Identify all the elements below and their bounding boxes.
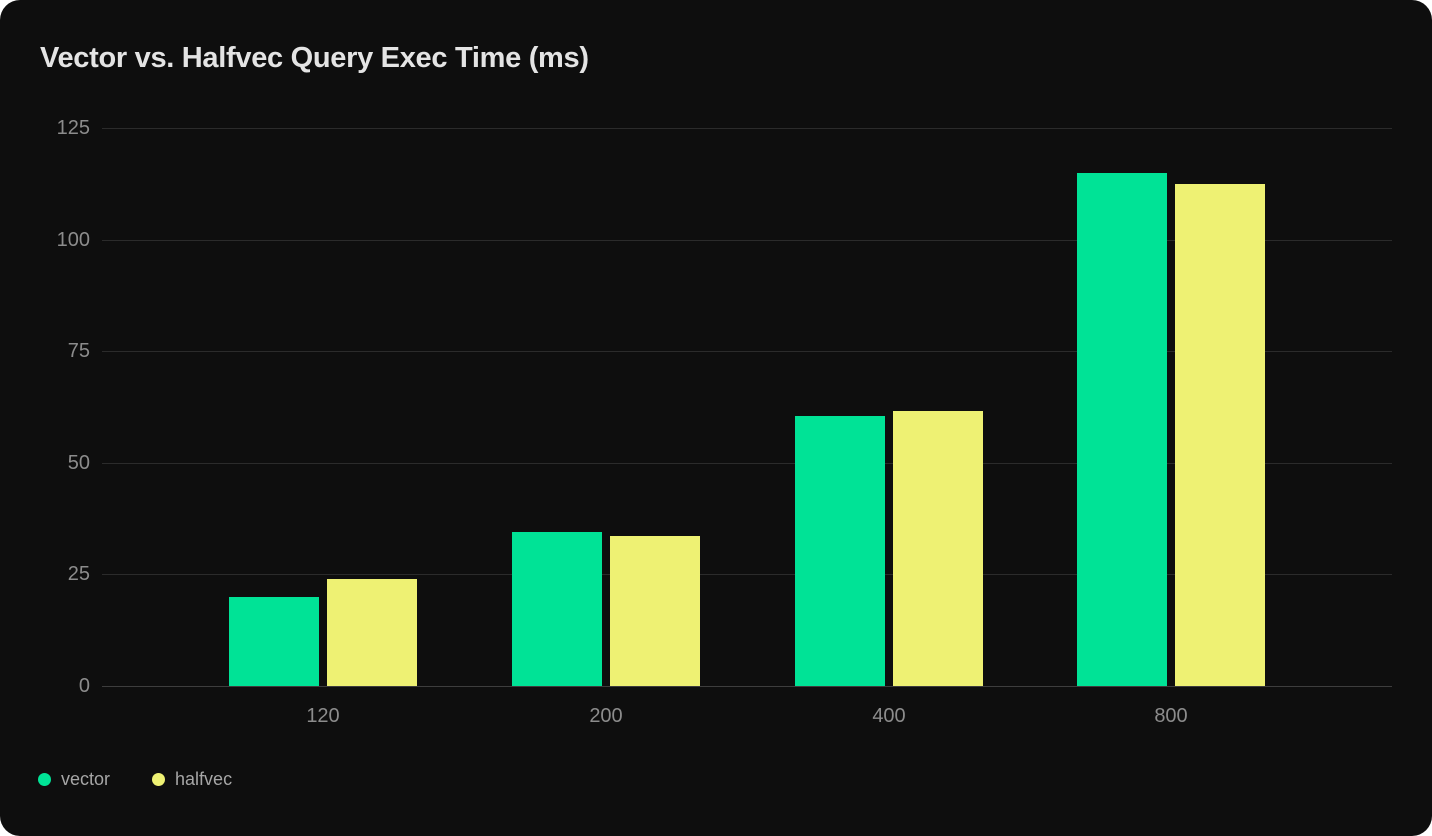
x-tick-label-400: 400 xyxy=(872,705,906,727)
bar-halfvec-200 xyxy=(610,536,700,686)
y-tick-label-0: 0 xyxy=(78,675,90,697)
bar-vector-200 xyxy=(512,532,602,686)
legend-label-halfvec: halfvec xyxy=(175,769,233,789)
gridline-75 xyxy=(102,351,1392,353)
chart-title: Vector vs. Halfvec Query Exec Time (ms) xyxy=(40,42,589,74)
bar-vector-400 xyxy=(795,415,885,686)
bar-halfvec-800 xyxy=(1175,183,1265,686)
y-tick-label-100: 100 xyxy=(56,228,90,251)
legend: vector halfvec xyxy=(38,769,232,790)
x-tick-label-200: 200 xyxy=(589,705,623,727)
legend-marker-vector-icon xyxy=(38,773,51,786)
y-tick-label-125: 125 xyxy=(56,117,90,139)
legend-item-halfvec[interactable]: halfvec xyxy=(152,769,232,790)
legend-item-vector[interactable]: vector xyxy=(38,769,110,790)
x-tick-label-120: 120 xyxy=(306,705,340,727)
y-tick-label-25: 25 xyxy=(67,563,90,586)
y-tick-label-50: 50 xyxy=(67,451,90,474)
bar-halfvec-400 xyxy=(893,411,983,686)
gridline-0 xyxy=(102,686,1392,687)
x-tick-label-800: 800 xyxy=(1154,705,1188,727)
legend-label-vector: vector xyxy=(61,769,111,789)
bar-halfvec-120 xyxy=(327,578,417,686)
bar-vector-120 xyxy=(229,596,319,686)
gridline-50 xyxy=(102,462,1392,464)
y-tick-label-75: 75 xyxy=(67,340,90,363)
legend-marker-halfvec-icon xyxy=(152,773,166,786)
gridline-125 xyxy=(102,128,1392,129)
bar-vector-800 xyxy=(1077,172,1167,686)
gridline-100 xyxy=(102,239,1392,241)
gridline-25 xyxy=(102,574,1392,576)
